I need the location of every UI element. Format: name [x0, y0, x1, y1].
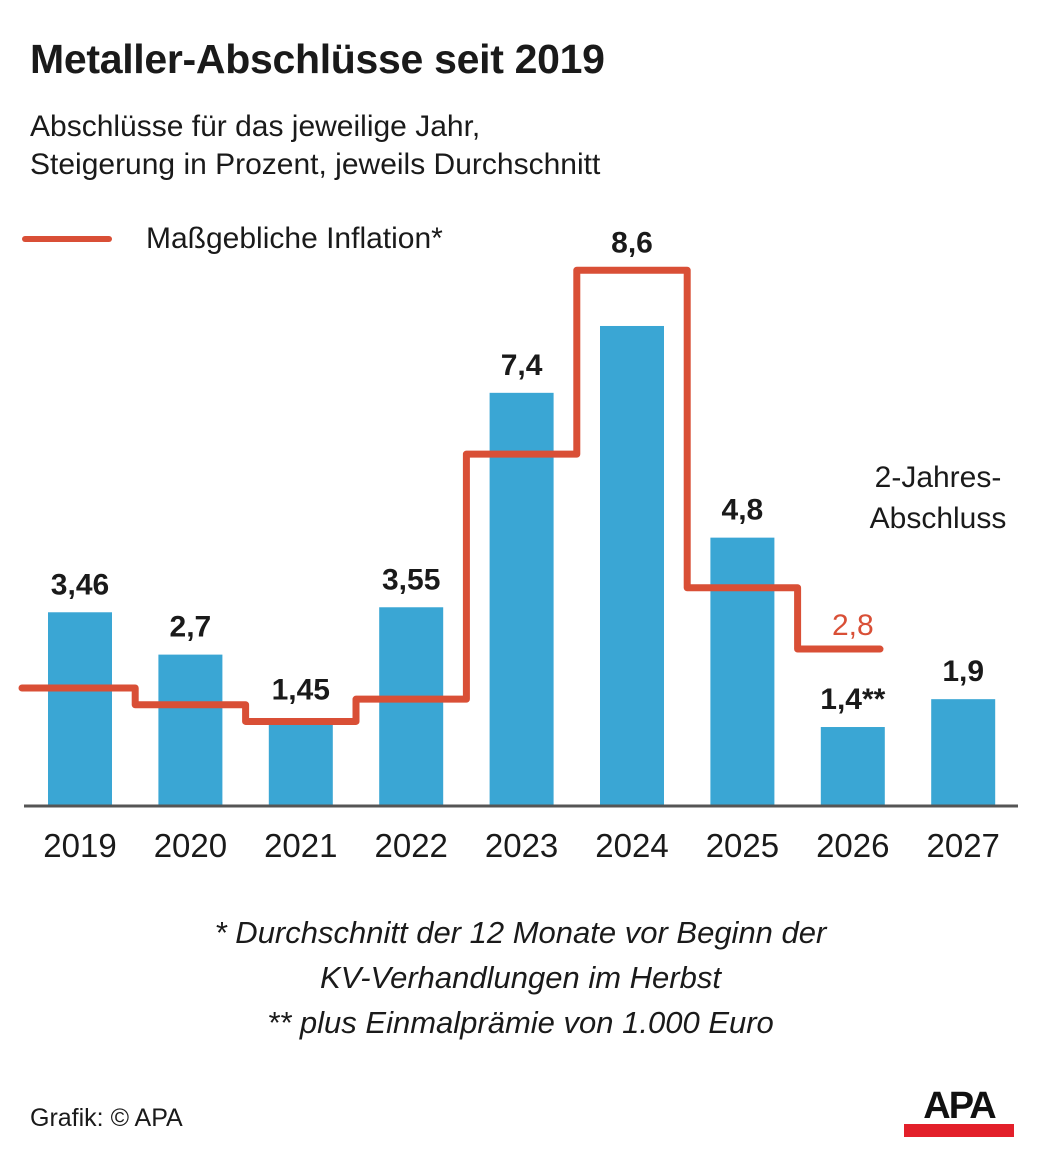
bar-2022 [379, 607, 444, 805]
bar-2026 [820, 727, 885, 805]
x-tick-label-2026: 2026 [816, 827, 889, 864]
chart-subtitle: Abschlüsse für das jeweilige Jahr, Steig… [30, 108, 600, 184]
bar-value-label-2025: 4,8 [722, 494, 764, 527]
legend-line-swatch [22, 236, 112, 242]
legend-label: Maßgebliche Inflation* [146, 222, 443, 255]
apa-logo-bar [904, 1124, 1014, 1137]
bar-2019 [48, 612, 112, 805]
chart-title: Metaller-Abschlüsse seit 2019 [30, 36, 605, 82]
subtitle-line-1: Abschlüsse für das jeweilige Jahr, [30, 110, 481, 143]
bar-2025 [710, 537, 775, 805]
bar-2023 [489, 392, 554, 805]
x-tick-label-2027: 2027 [926, 827, 999, 864]
bar-2020 [158, 654, 223, 805]
legend: Maßgebliche Inflation* [22, 222, 443, 256]
footnote-bonus: ** plus Einmalprämie von 1.000 Euro [267, 1005, 774, 1040]
footnote-inflation-1: * Durchschnitt der 12 Monate vor Beginn … [214, 915, 827, 950]
bar-value-label-2021: 1,45 [272, 673, 330, 706]
bar-value-label-2027: 1,9 [942, 655, 984, 688]
apa-logo-text: APA [923, 1085, 996, 1127]
bar-value-label-2022: 3,55 [382, 563, 440, 596]
bar-2024 [600, 325, 664, 805]
labels-layer: 3,46 2019 2,7 2020 1,45 2021 3,55 2022 7,4 2023 8,… [43, 226, 1000, 864]
bar-2027 [931, 699, 996, 805]
bar-value-label-2020: 2,7 [170, 611, 212, 644]
x-tick-label-2021: 2021 [264, 827, 337, 864]
bar-value-label-2026: 1,4** [820, 683, 885, 716]
annotation-two-year-line-2: Abschluss [870, 502, 1007, 535]
annotation-two-year-line-1: 2-Jahres- [875, 461, 1002, 494]
bar-value-label-2023: 7,4 [501, 349, 543, 382]
x-tick-label-2025: 2025 [706, 827, 779, 864]
credit: Grafik: © APA [30, 1104, 183, 1132]
inflation-value-label-2026: 2,8 [832, 609, 874, 642]
footnote-inflation-2: KV-Verhandlungen im Herbst [320, 960, 721, 995]
x-tick-label-2024: 2024 [595, 827, 668, 864]
bar-2021 [268, 724, 333, 805]
subtitle-line-2: Steigerung in Prozent, jeweils Durchschn… [30, 148, 601, 181]
x-tick-label-2022: 2022 [374, 827, 447, 864]
bar-value-label-2019: 3,46 [51, 568, 109, 601]
x-tick-label-2023: 2023 [485, 827, 558, 864]
apa-logo: APA [904, 1085, 1014, 1137]
footnotes: * Durchschnitt der 12 Monate vor Beginn … [0, 910, 1041, 1045]
bars-layer [48, 325, 996, 805]
inflation-step-line [18, 266, 884, 725]
bar-value-label-2024: 8,6 [611, 226, 653, 259]
x-tick-label-2020: 2020 [154, 827, 227, 864]
x-tick-label-2019: 2019 [43, 827, 116, 864]
chart-area: 3,46 2019 2,7 2020 1,45 2021 3,55 2022 7,4 2023 8,… [18, 226, 1018, 864]
